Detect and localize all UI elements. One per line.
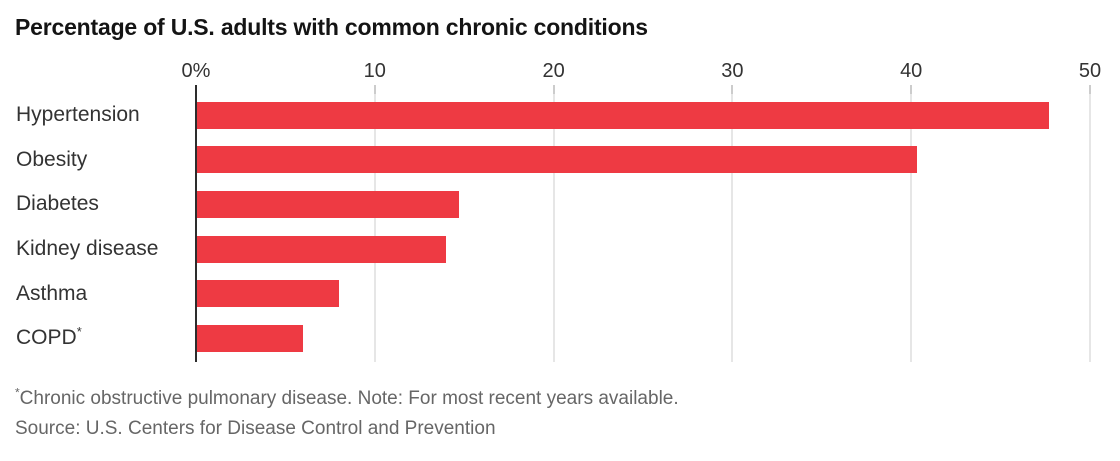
category-label: Obesity — [16, 147, 88, 171]
chart-title: Percentage of U.S. adults with common ch… — [15, 14, 648, 40]
category-label: Diabetes — [16, 192, 99, 216]
gridline — [373, 94, 376, 362]
x-axis-tick-label: 50 — [1078, 60, 1102, 82]
bar-diabetes — [196, 190, 459, 218]
x-axis-tick — [552, 85, 555, 94]
gridline — [1089, 94, 1091, 362]
source-line: Source: U.S. Centers for Disease Control… — [15, 418, 496, 439]
bar-asthma — [196, 280, 340, 308]
category-label: COPD* — [16, 324, 82, 350]
x-axis-tick — [731, 85, 734, 94]
gridline — [731, 94, 734, 362]
bar-copd — [196, 324, 304, 352]
category-label: Hypertension — [16, 103, 140, 126]
x-axis-tick-label: 30 — [721, 60, 744, 82]
x-axis-tick — [373, 85, 376, 94]
bar-obesity — [196, 146, 917, 174]
x-axis-tick — [910, 85, 913, 94]
gridline — [910, 94, 913, 362]
footnote-text: Chronic obstructive pulmonary disease. N… — [19, 388, 679, 409]
x-axis-tick — [1089, 85, 1091, 94]
footnote-asterisk: * — [15, 385, 20, 400]
x-axis-tick-label: 10 — [363, 60, 386, 82]
x-axis-tick-label: 0% — [181, 60, 211, 82]
x-axis-tick-label: 20 — [542, 60, 565, 82]
x-axis-tick-label: 40 — [900, 60, 923, 82]
bar-hypertension — [196, 101, 1049, 129]
gridline — [552, 94, 555, 362]
category-asterisk: * — [76, 324, 82, 340]
bar-kidney-disease — [196, 235, 447, 263]
category-label: Kidney disease — [16, 237, 159, 260]
footnote: *Chronic obstructive pulmonary disease. … — [15, 385, 679, 410]
category-label: Asthma — [16, 281, 88, 305]
y-axis-baseline — [195, 85, 197, 362]
plot-area — [196, 94, 1091, 362]
